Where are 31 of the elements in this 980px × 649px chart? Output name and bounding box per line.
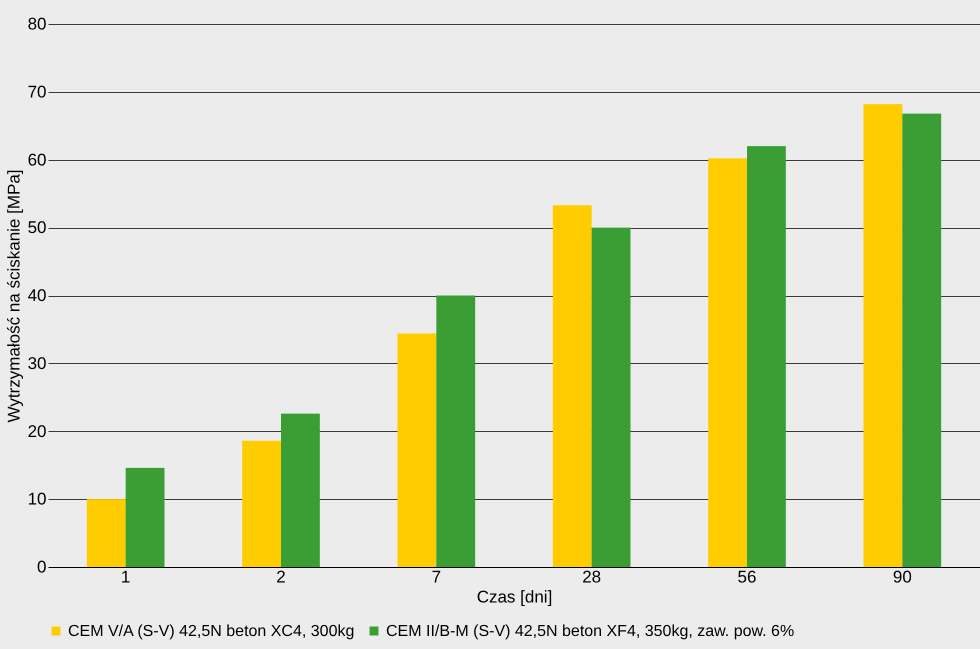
x-tick-label: 90 [892, 568, 912, 586]
y-tick-label: 80 [28, 14, 46, 34]
y-tick-label: 30 [28, 354, 46, 373]
bar [398, 334, 436, 567]
y-tick-label: 60 [28, 150, 46, 170]
x-tick-label: 7 [432, 568, 442, 586]
y-tick-label: 50 [28, 218, 46, 238]
bar [864, 104, 902, 567]
x-axis-title: Czas [dni] [476, 588, 552, 606]
bar [242, 440, 281, 567]
bar [86, 499, 126, 567]
x-tick-label: 56 [738, 568, 756, 586]
bar [552, 205, 592, 567]
bar [592, 228, 630, 567]
y-tick-label: 0 [37, 558, 46, 576]
legend-label: CEM II/B-M (S-V) 42,5N beton XF4, 350kg, zaw. pow. 6% [386, 623, 794, 640]
legend-label: CEM V/A (S-V) 42,5N beton XC4, 300kg [68, 623, 354, 640]
bar [747, 146, 786, 567]
y-tick-label: 70 [28, 82, 46, 102]
x-tick-label: 28 [582, 568, 602, 586]
x-tick-label: 2 [276, 568, 286, 586]
bar [126, 468, 164, 567]
x-tick-label: 1 [120, 568, 130, 586]
y-tick-label: 10 [28, 490, 46, 509]
bar [902, 114, 942, 567]
bar [708, 158, 747, 567]
y-tick-label: 40 [28, 286, 46, 305]
bar [281, 414, 320, 567]
y-axis-title: Wytrzymałość na ściskanie [MPa] [4, 169, 24, 423]
bar [436, 296, 476, 567]
y-tick-label: 20 [28, 422, 46, 441]
